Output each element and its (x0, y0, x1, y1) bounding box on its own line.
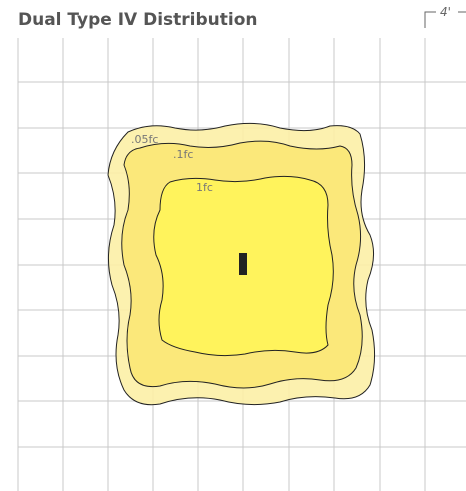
title: Dual Type IV Distribution (18, 10, 258, 30)
scale-marker: 4' (424, 5, 466, 28)
contour-label: 1fc (196, 181, 213, 194)
scale-label: 4' (440, 5, 451, 19)
contour-label: .1fc (173, 148, 193, 161)
fixture (239, 253, 247, 275)
contour-label: .05fc (131, 133, 158, 146)
